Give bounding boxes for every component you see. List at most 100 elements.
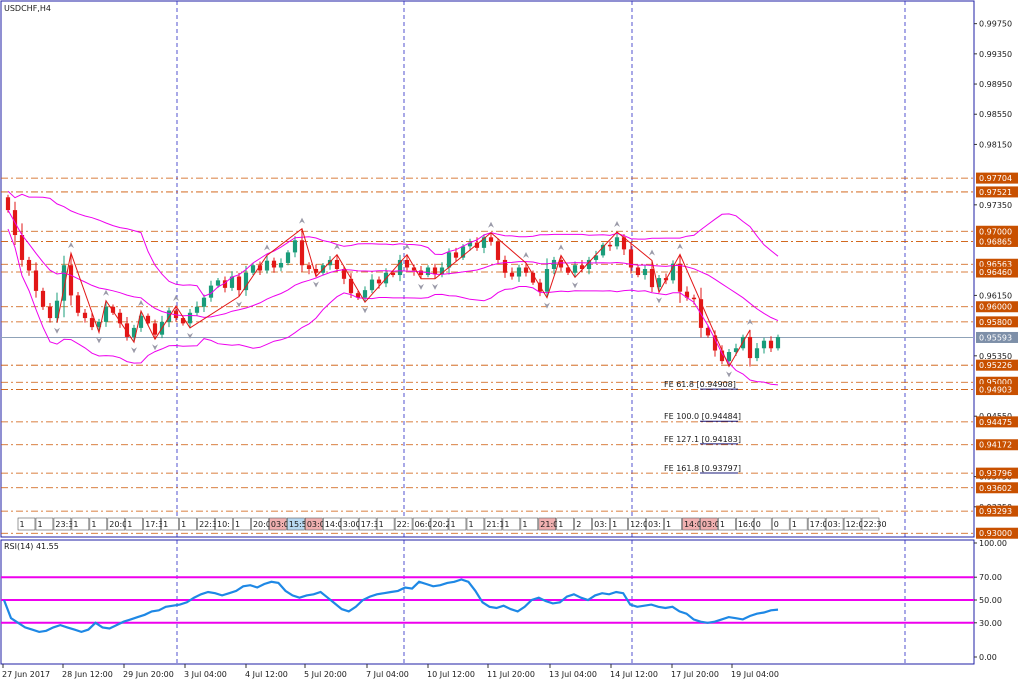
candle-body (446, 252, 452, 268)
fractal-down-arrow-icon (432, 283, 438, 290)
candle-body (75, 295, 81, 313)
time-tag-label: 14:02 (684, 520, 707, 529)
level-label-box (976, 416, 1018, 428)
rsi-tick-label: 50.00 (979, 596, 1002, 605)
time-tag-label: 3:00 (343, 520, 361, 529)
time-tag-label: 12:00 (630, 520, 653, 529)
time-tag-label: 03:00 (271, 520, 294, 529)
fibo-expansion-label: FE 100.0 [0.94484] (664, 412, 741, 421)
time-tag-box (736, 517, 754, 531)
candle-body (509, 272, 515, 277)
fibo-expansion-label: FE 61.8 [0.94908] (664, 380, 736, 389)
candle-body (362, 290, 368, 298)
time-tag-box (789, 517, 808, 531)
time-tag-box (322, 517, 341, 531)
time-tag-label: 1 (37, 520, 42, 529)
price-tick-label: 0.97350 (979, 201, 1012, 210)
time-tag-label: 17:0 (810, 520, 828, 529)
time-tag-label: 1 (720, 520, 725, 529)
time-tag-label: 1 (558, 520, 563, 529)
time-tag-label: 22: (397, 520, 410, 529)
candle-body (684, 291, 690, 298)
candle-body (558, 259, 564, 268)
fractal-up-arrow-icon (264, 244, 270, 251)
candle-body (635, 267, 641, 276)
main-price-panel[interactable]: FE 61.8 [0.94908] FE 100.0 [0.94484] FE 12… (0, 0, 975, 538)
fractal-down-arrow-icon (152, 344, 158, 351)
candle-body (467, 242, 473, 247)
candle-body (110, 306, 116, 313)
time-tag-label: 20:00 (253, 520, 276, 529)
level-label-box (976, 439, 1018, 451)
fractal-up-arrow-icon (68, 242, 74, 249)
candle-body (628, 249, 634, 268)
time-tag-box (646, 517, 664, 531)
candle-body (61, 265, 67, 301)
candle-body (621, 237, 627, 250)
time-tag-box (287, 517, 305, 531)
time-tag-box (305, 517, 323, 531)
candle-body (453, 252, 459, 258)
time-tag-label: 06:05 (415, 520, 438, 529)
level-label-box (976, 376, 1018, 388)
fractal-up-arrow-icon (649, 249, 655, 256)
candle-body (187, 312, 193, 324)
time-tick-label: 28 Jun 12:00 (62, 670, 113, 679)
rsi-indicator-panel[interactable]: 100.00 70.00 50.00 30.00 0.00 (0, 539, 1007, 665)
candle-body (103, 306, 109, 322)
time-tag-label: 03: (828, 520, 841, 529)
candle-body (495, 241, 501, 260)
level-label: 0.96460 (979, 268, 1012, 277)
time-tag-label: 2 (576, 520, 581, 529)
time-tag-box (664, 517, 682, 531)
time-tag-box (107, 517, 126, 531)
candle-body (572, 265, 578, 273)
price-tick-label: 0.99750 (979, 20, 1012, 29)
time-tick-label: 10 Jul 12:00 (427, 670, 475, 679)
candle-body (432, 267, 438, 275)
candle-body (537, 282, 543, 292)
time-tag-label: 1 (504, 520, 509, 529)
candle-body (68, 265, 74, 296)
candle-body (544, 269, 550, 292)
time-tag-box (376, 517, 395, 531)
time-tag-box (53, 517, 72, 531)
rsi-label: RSI(14) 41.55 (4, 542, 59, 551)
time-tag-label: 14:00 (325, 520, 348, 529)
time-tag-box (412, 517, 431, 531)
time-tag-label: 15:55 (289, 520, 312, 529)
time-tag-box (358, 517, 377, 531)
candle-body (117, 312, 123, 324)
fractal-up-arrow-icon (404, 243, 410, 250)
level-label: 0.96000 (979, 303, 1012, 312)
candle-body (40, 290, 46, 307)
time-tag-box (251, 517, 269, 531)
candle-body (551, 259, 557, 269)
time-tag-box (520, 517, 539, 531)
zigzag-line (56, 227, 751, 368)
level-label-box (976, 258, 1018, 270)
candle-body (586, 259, 592, 269)
candle-body (236, 276, 242, 291)
candle-body (474, 242, 480, 248)
time-tag-box (753, 517, 772, 531)
level-label: 0.95000 (979, 378, 1012, 387)
candle-body (194, 306, 200, 313)
candle-body (418, 270, 424, 276)
fractal-up-arrow-icon (103, 289, 109, 296)
candle-body (348, 278, 354, 294)
candle-body (390, 272, 396, 276)
candle-body (369, 279, 375, 291)
time-tag-label: 1 (451, 520, 456, 529)
candle-body (5, 197, 11, 211)
price-axis: 0.99750 0.99350 0.98950 0.98550 0.98150 0.973… (974, 20, 1018, 539)
time-tag-label: 21:15 (486, 520, 509, 529)
fractal-down-arrow-icon (362, 307, 368, 314)
time-tag-box (538, 517, 557, 531)
fractal-down-arrow-icon (96, 337, 102, 344)
price-tick-label: 0.96150 (979, 291, 1012, 300)
fractal-down-arrow-icon (544, 302, 550, 309)
time-tag-box (125, 517, 144, 531)
time-tag-label: 03:00 (307, 520, 330, 529)
